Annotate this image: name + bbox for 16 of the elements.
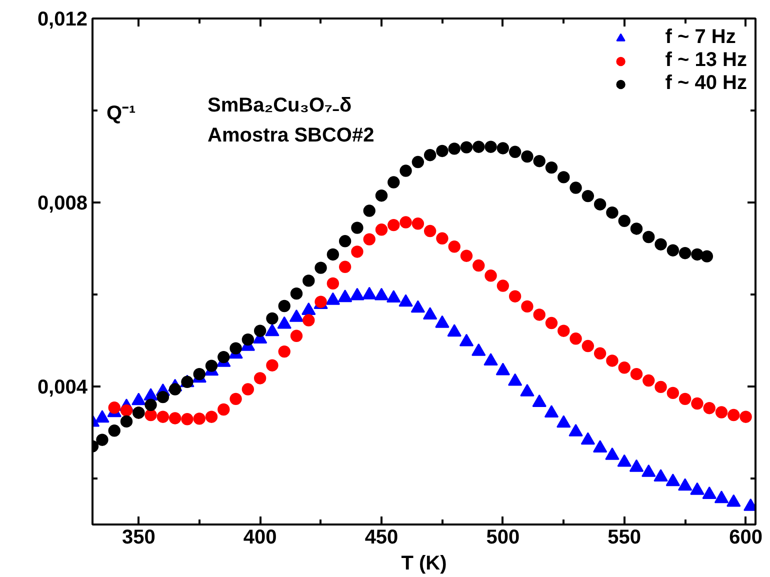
legend-label: f ~ 13 Hz (665, 49, 747, 72)
y-tick-label: 0,008 (37, 192, 88, 214)
x-tick-label: 450 (364, 526, 398, 548)
x-tick-label: 500 (486, 526, 520, 548)
y-tick-label: 0,012 (37, 8, 88, 30)
x-tick-label: 400 (243, 526, 277, 548)
annotation: Amostra SBCO#2 (208, 124, 374, 146)
x-tick-label: 350 (122, 526, 156, 548)
y-tick-label: 0,004 (37, 376, 88, 398)
legend-label: f ~ 40 Hz (665, 72, 747, 95)
x-axis-title: T (K) (401, 552, 447, 574)
legend-label: f ~ 7 Hz (665, 26, 736, 49)
y-axis-title: Q⁻¹ (106, 102, 136, 124)
x-tick-label: 550 (608, 526, 642, 548)
x-tick-label: 600 (729, 526, 762, 548)
annotation: SmBa₂Cu₃O₇₋δ (208, 94, 352, 116)
